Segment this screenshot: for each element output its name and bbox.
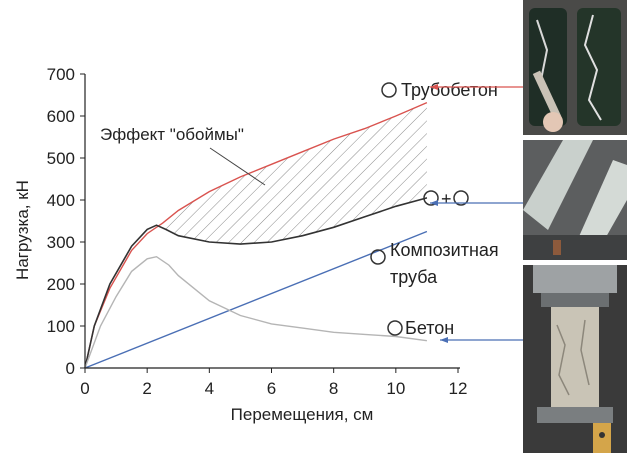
x-axis-label: Перемещения, см — [231, 405, 374, 424]
y-tick-label: 100 — [47, 317, 75, 336]
series-line-1 — [84, 197, 428, 369]
hatch-region — [156, 102, 427, 245]
x-tick-label: 2 — [142, 379, 151, 398]
y-tick-label: 200 — [47, 275, 75, 294]
y-tick-label: 500 — [47, 149, 75, 168]
label-kompozit-line2: труба — [390, 267, 438, 287]
annotation-leader — [209, 147, 266, 186]
series-line-0 — [84, 101, 428, 369]
y-tick-label: 300 — [47, 233, 75, 252]
x-tick-label: 6 — [267, 379, 276, 398]
photo-composite-tubes — [523, 140, 627, 260]
x-tick-label: 8 — [329, 379, 338, 398]
label-trubobeton: Трубобетон — [401, 80, 498, 100]
marker-kompozit-icon — [370, 249, 386, 265]
label-plus: + — [441, 189, 452, 209]
arrow-middle-head — [430, 200, 438, 206]
y-axis-label: Нагрузка, кН — [13, 180, 32, 280]
photo-trubobeton-specimens — [523, 0, 627, 135]
y-tick-label: 0 — [66, 359, 75, 378]
series-line-2 — [84, 230, 428, 369]
x-tick-label: 0 — [80, 379, 89, 398]
label-kompozit-line1: Композитная — [390, 240, 499, 260]
x-ticks: 0 2 4 6 8 10 12 — [80, 368, 467, 398]
marker-trubobeton-icon — [381, 82, 397, 98]
x-tick-label: 12 — [449, 379, 468, 398]
marker-beton-icon — [387, 320, 403, 336]
photo-concrete-test — [523, 265, 627, 453]
y-tick-label: 400 — [47, 191, 75, 210]
label-beton: Бетон — [405, 318, 454, 338]
confinement-effect-label: Эффект "обоймы" — [100, 125, 244, 144]
y-ticks: 0 100 200 300 400 500 600 700 — [47, 65, 85, 378]
series-line-3 — [84, 255, 427, 369]
x-tick-label: 10 — [386, 379, 405, 398]
arrow-bottom-head — [440, 337, 448, 343]
marker-sum-a-icon — [423, 190, 439, 206]
y-tick-label: 700 — [47, 65, 75, 84]
y-tick-label: 600 — [47, 107, 75, 126]
arrow-top-head — [430, 84, 438, 90]
marker-sum-b-icon — [453, 190, 469, 206]
series-layer — [84, 101, 428, 369]
x-tick-label: 4 — [205, 379, 214, 398]
